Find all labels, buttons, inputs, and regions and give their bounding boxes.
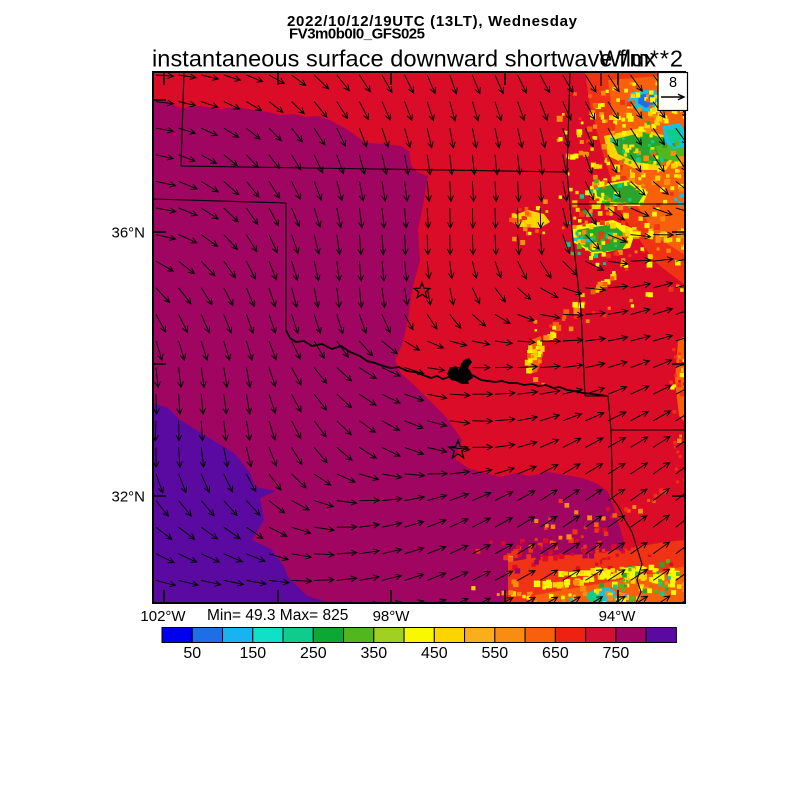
svg-text:750: 750 bbox=[603, 645, 630, 662]
svg-text:36°N: 36°N bbox=[111, 225, 145, 242]
svg-text:150: 150 bbox=[239, 645, 266, 662]
svg-text:2022/10/12/19UTC (13LT), Wedne: 2022/10/12/19UTC (13LT), Wednesday bbox=[287, 13, 578, 30]
svg-text:8: 8 bbox=[669, 75, 677, 91]
svg-text:32°N: 32°N bbox=[111, 489, 145, 506]
svg-text:94°W: 94°W bbox=[599, 608, 637, 625]
svg-text:W/m**2: W/m**2 bbox=[599, 46, 683, 72]
svg-text:450: 450 bbox=[421, 645, 448, 662]
svg-text:350: 350 bbox=[360, 645, 387, 662]
svg-text:Min= 49.3 Max= 825: Min= 49.3 Max= 825 bbox=[207, 607, 348, 624]
svg-text:98°W: 98°W bbox=[373, 608, 411, 625]
svg-text:instantaneous surface downward: instantaneous surface downward shortwave… bbox=[152, 46, 656, 72]
svg-text:50: 50 bbox=[183, 645, 201, 662]
svg-text:550: 550 bbox=[481, 645, 508, 662]
svg-text:102°W: 102°W bbox=[140, 608, 186, 625]
svg-text:250: 250 bbox=[300, 645, 327, 662]
svg-text:650: 650 bbox=[542, 645, 569, 662]
svg-text:FV3m0b0I0_GFS025: FV3m0b0I0_GFS025 bbox=[289, 26, 425, 43]
